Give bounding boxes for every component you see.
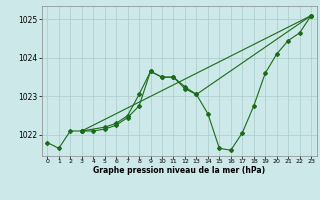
X-axis label: Graphe pression niveau de la mer (hPa): Graphe pression niveau de la mer (hPa) <box>93 166 265 175</box>
